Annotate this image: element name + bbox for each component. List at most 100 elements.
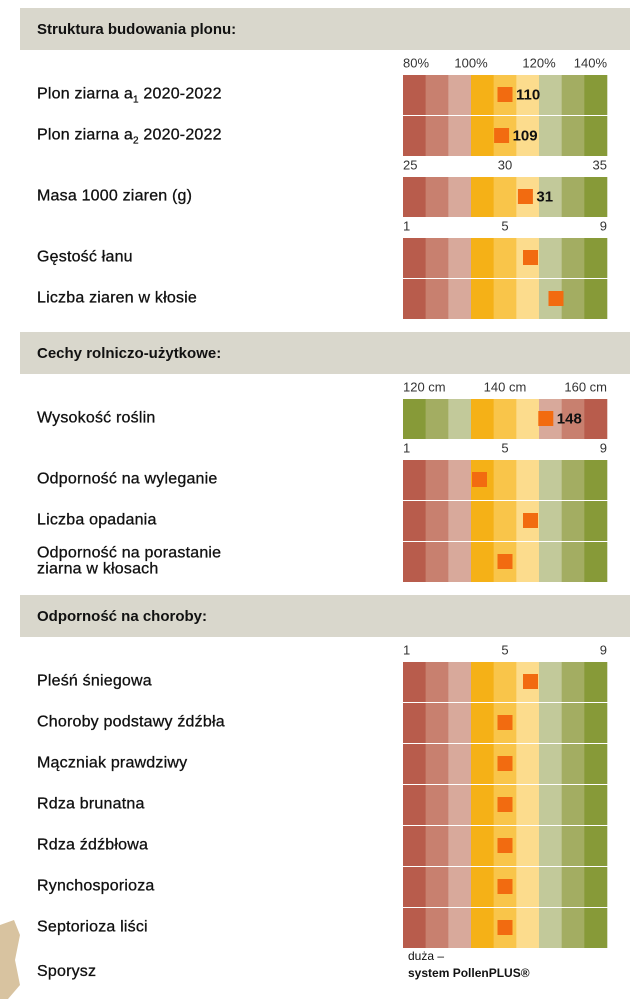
label-text: Plon ziarna a (37, 86, 133, 103)
scale-cell (584, 279, 608, 319)
scale-cell (539, 116, 562, 156)
scale-cell (403, 826, 426, 866)
scale-cell (584, 501, 608, 541)
row-label: Rynchosporioza (37, 878, 155, 895)
scale-cell (448, 826, 472, 866)
scale-cell (403, 238, 426, 278)
scale-label: 1 (403, 218, 410, 233)
label-subscript: 2 (133, 135, 139, 146)
scale-cell (448, 662, 472, 702)
scale-cell (539, 460, 562, 500)
scale-cell (561, 501, 585, 541)
scale-cell (539, 785, 562, 825)
marker (494, 128, 510, 143)
scale-cell (539, 703, 562, 743)
value-label: 148 (557, 410, 582, 427)
scale-cell (403, 501, 426, 541)
scale-cell (561, 785, 585, 825)
marker (497, 715, 513, 730)
scale-cell (516, 279, 540, 319)
scale-cell (425, 826, 449, 866)
scale-cell (403, 542, 426, 582)
scale-cell (561, 662, 585, 702)
marker (497, 797, 513, 812)
scale-cell (584, 908, 608, 948)
row-label: Liczba opadania (37, 512, 157, 529)
scale-cell (425, 399, 449, 439)
scale-cell (561, 116, 585, 156)
scale-label: 80% (403, 55, 429, 70)
scale-label: 120% (522, 55, 556, 70)
row-label: Septorioza liści (37, 919, 148, 936)
scale-cell (471, 662, 494, 702)
scale-cell (516, 867, 540, 907)
scale-cell (584, 399, 608, 439)
scale-cell (539, 826, 562, 866)
scale-label: 9 (600, 218, 607, 233)
scale-cell (561, 177, 585, 217)
scale-cell (539, 177, 562, 217)
scale-label: 160 cm (564, 379, 607, 394)
scale-label: 9 (600, 642, 607, 657)
section-header (20, 332, 630, 374)
marker (538, 411, 554, 426)
scale-cell (425, 460, 449, 500)
section-header (20, 8, 630, 50)
marker (497, 87, 513, 102)
scale-cell (448, 116, 472, 156)
scale-cell (448, 399, 472, 439)
scale-cell (471, 785, 494, 825)
scale-cell (561, 542, 585, 582)
section-title: Odporność na choroby: (37, 608, 207, 625)
scale-cell (539, 542, 562, 582)
scale-cell (471, 501, 494, 541)
scale-cell (425, 785, 449, 825)
scale-cell (584, 460, 608, 500)
scale-cell (471, 279, 494, 319)
marker (497, 554, 513, 569)
scale-cell (448, 867, 472, 907)
scale-label: 100% (454, 55, 488, 70)
scale-cell (425, 542, 449, 582)
scale-label: 25 (403, 157, 417, 172)
scale-cell (471, 542, 494, 582)
marker (517, 189, 533, 204)
scale-cell (516, 460, 540, 500)
scale-cell (516, 826, 540, 866)
scale-label: 5 (501, 642, 508, 657)
label-text: Plon ziarna a (37, 127, 133, 144)
scale-cell (516, 703, 540, 743)
scale-label: 5 (501, 440, 508, 455)
scale-cell (561, 399, 585, 439)
scale-cell (493, 238, 517, 278)
scale-cell (561, 703, 585, 743)
scale-cell (584, 662, 608, 702)
label-text: 2020-2022 (139, 127, 222, 144)
scale-label: 35 (593, 157, 607, 172)
scale-cell (403, 867, 426, 907)
scale-cell (561, 279, 585, 319)
scale-cell (493, 177, 517, 217)
row-label: ziarna w kłosach (37, 561, 158, 578)
scale-cell (471, 908, 494, 948)
row-label: Gęstość łanu (37, 249, 133, 266)
scale-cell (425, 744, 449, 784)
marker (523, 250, 538, 265)
scale-cell (539, 867, 562, 907)
scale-label: 30 (498, 157, 512, 172)
logo-fragment (0, 920, 20, 999)
scale-cell (493, 399, 517, 439)
row-label: Odporność na wyleganie (37, 471, 218, 488)
scale-cell (584, 867, 608, 907)
scale-label: 120 cm (403, 379, 446, 394)
scale-cell (403, 177, 426, 217)
scale-cell (471, 399, 494, 439)
scale-cell (584, 826, 608, 866)
row-label: Wysokość roślin (37, 410, 155, 427)
scale-cell (403, 75, 426, 115)
scale-label: 9 (600, 440, 607, 455)
scale-cell (425, 703, 449, 743)
value-label: 31 (536, 188, 553, 205)
note: duża – (408, 949, 444, 963)
